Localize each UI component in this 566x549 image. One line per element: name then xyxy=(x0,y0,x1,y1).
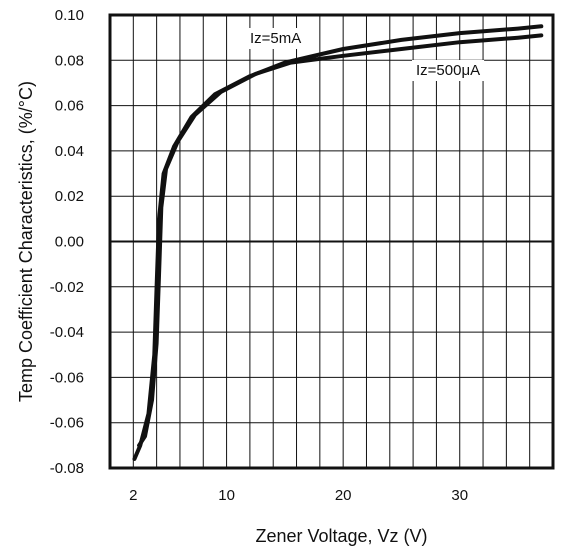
plot-frame xyxy=(108,13,555,470)
y-tick-label: 0.06 xyxy=(55,98,84,115)
y-tick-label: -0.06 xyxy=(50,415,84,432)
y-tick-label: 0.02 xyxy=(55,188,84,205)
x-tick-label: 20 xyxy=(335,487,352,504)
y-tick-label: 0.08 xyxy=(55,52,84,69)
annotation-iz-500ua: Iz=500μA xyxy=(416,62,480,79)
y-axis-title: Temp Coefficient Characteristics, (%/°C) xyxy=(16,81,36,402)
y-tick-label: 0.00 xyxy=(55,234,84,251)
curve-iz-5ma xyxy=(132,24,544,461)
y-tick-label: 0.10 xyxy=(55,7,84,24)
y-tick-label: 0.04 xyxy=(55,143,84,160)
x-axis-title: Zener Voltage, Vz (V) xyxy=(255,526,427,546)
x-tick-label: 30 xyxy=(451,487,468,504)
curves xyxy=(132,24,544,461)
x-tick-label: 10 xyxy=(218,487,235,504)
x-tick-label: 2 xyxy=(129,487,137,504)
annotation-background xyxy=(412,60,485,81)
y-tick-label: -0.04 xyxy=(50,324,84,341)
curve-iz-500ua xyxy=(137,33,544,448)
y-tick-label: -0.08 xyxy=(50,460,84,477)
y-tick-label: -0.02 xyxy=(50,279,84,296)
tick-labels: 0.10 0.08 0.06 0.04 0.02 0.00 -0.02 -0.04 -0.06 -… xyxy=(50,7,468,504)
annotation-iz-5ma: Iz=5mA xyxy=(250,30,301,47)
annotation-background xyxy=(246,28,306,49)
y-tick-label: -0.06 xyxy=(50,369,84,386)
